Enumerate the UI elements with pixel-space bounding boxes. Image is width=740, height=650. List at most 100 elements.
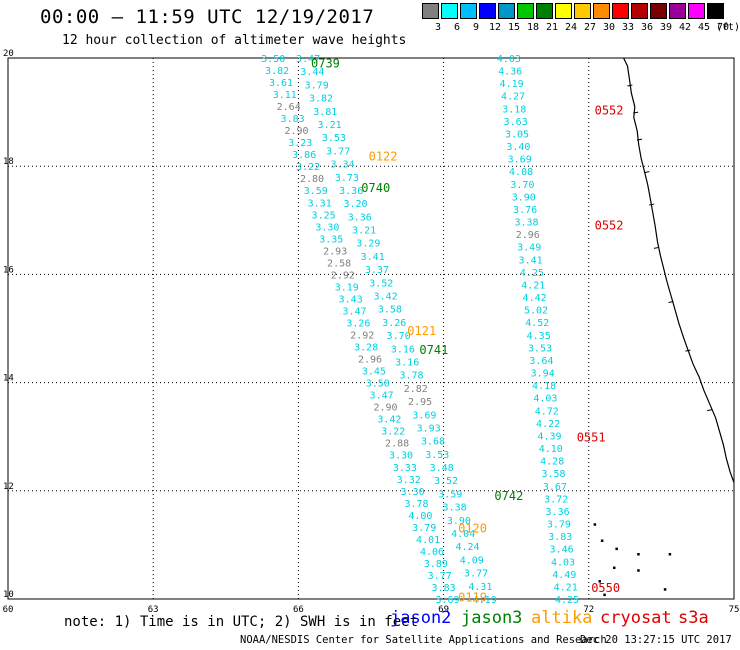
island [600,539,604,542]
wave-height-value: 3.59 [438,489,462,500]
wave-height-value: 4.25 [555,595,579,606]
wave-height-value: 3.29 [356,239,380,250]
wave-height-value: 2.64 [277,102,301,113]
scale-label: 24 [564,22,578,33]
wave-height-value: 3.28 [354,343,378,354]
wave-height-value: 3.40 [506,142,530,153]
wave-height-value: 4.06 [420,547,444,558]
wave-height-value: 2.88 [385,439,409,450]
wave-height-value: 3.26 [346,319,370,330]
wave-height-value: 3.70 [387,331,411,342]
island [603,593,606,597]
wave-height-value: 4.19 [473,595,497,606]
wave-height-value: 3.41 [361,252,385,263]
wave-height-value: 4.72 [535,406,559,417]
scale-swatch [707,3,724,19]
wave-height-value: 3.35 [319,234,343,245]
scale-label: 36 [640,22,654,33]
wave-height-value: 4.04 [451,529,475,540]
wave-height-value: 3.38 [443,503,467,514]
wave-height-value: 3.93 [417,424,441,435]
wave-height-value: 3.49 [517,243,541,254]
wave-height-value: 3.21 [352,226,376,237]
island [663,588,667,591]
island [637,569,640,572]
island [613,566,616,570]
wave-height-value: 3.90 [512,192,536,203]
wave-height-value: 3.90 [447,516,471,527]
y-tick-label: 18 [3,157,14,167]
wave-height-value: 4.27 [501,92,525,103]
wave-height-value: 4.22 [536,419,560,430]
pass-label: 0550 [591,581,620,595]
scale-swatch [631,3,648,19]
wave-height-value: 4.36 [498,67,522,78]
pass-label: 0122 [369,149,398,163]
wave-height-value: 3.83 [548,532,572,543]
x-tick-label: 66 [293,605,304,615]
scale-swatch [441,3,458,19]
scale-label: 6 [453,22,461,33]
wave-height-value: 4.25 [520,268,544,279]
x-tick-label: 72 [583,605,594,615]
wave-height-value: 3.78 [399,371,423,382]
wave-height-value: 2.96 [358,355,382,366]
wave-height-value: 4.03 [533,394,557,405]
pass-label: 0740 [361,181,390,195]
wave-height-value: 3.69 [508,155,532,166]
scale-label: 42 [678,22,692,33]
pass-label: 0121 [407,324,436,338]
legend-cryosat: cryosat [600,608,672,628]
wave-height-value: 3.77 [326,146,350,157]
wave-height-value: 3.63 [504,117,528,128]
wave-height-value: 3.77 [428,571,452,582]
wave-height-value: 3.05 [505,130,529,141]
wave-height-value: 4.24 [455,542,479,553]
scale-unit: (ft) [716,22,740,33]
wave-height-value: 3.79 [547,520,571,531]
wave-height-value: 3.82 [265,66,289,77]
wave-height-value: 4.03 [551,557,575,568]
scale-swatch [650,3,667,19]
coast-inlet [685,349,691,352]
wave-height-value: 4.35 [527,331,551,342]
wave-height-value: 3.53 [322,133,346,144]
scale-label: 45 [697,22,711,33]
wave-height-value: 3.53 [425,450,449,461]
legend-jason3: jason3 [461,608,523,628]
wave-height-value: 3.86 [292,150,316,161]
wave-height-value: 3.33 [393,463,417,474]
wave-height-value: 3.36 [546,507,570,518]
coast-inlet [644,171,650,174]
wave-height-value: 3.82 [309,94,333,105]
pass-label: 0742 [494,489,523,503]
wave-height-value: 3.58 [541,469,565,480]
scale-label: 27 [583,22,597,33]
wave-height-value: 4.19 [500,79,524,90]
pass-label: 0741 [419,343,448,357]
wave-height-value: 5.02 [524,306,548,317]
pass-label: 0552 [595,103,624,117]
y-tick-label: 12 [3,482,14,492]
wave-height-value: 3.58 [378,305,402,316]
coast-inlet [627,84,633,87]
wave-height-value: 4.52 [525,318,549,329]
scale-label: 39 [659,22,673,33]
x-tick-label: 75 [729,605,740,615]
wave-height-value: 3.31 [308,198,332,209]
pass-label: 0552 [595,219,624,233]
wave-height-value: 4.03 [497,54,521,65]
wave-height-value: 3.69 [412,410,436,421]
wave-height-value: 3.30 [315,222,339,233]
scale-swatch [517,3,534,19]
scale-label: 9 [472,22,480,33]
wave-height-value: 3.26 [382,318,406,329]
wave-height-value: 3.47 [370,391,394,402]
wave-height-value: 2.96 [516,230,540,241]
wave-height-value: 4.21 [521,281,545,292]
wave-height-value: 3.32 [397,475,421,486]
wave-height-value: 3.78 [404,499,428,510]
scale-swatch [498,3,515,19]
wave-height-value: 3.30 [389,451,413,462]
